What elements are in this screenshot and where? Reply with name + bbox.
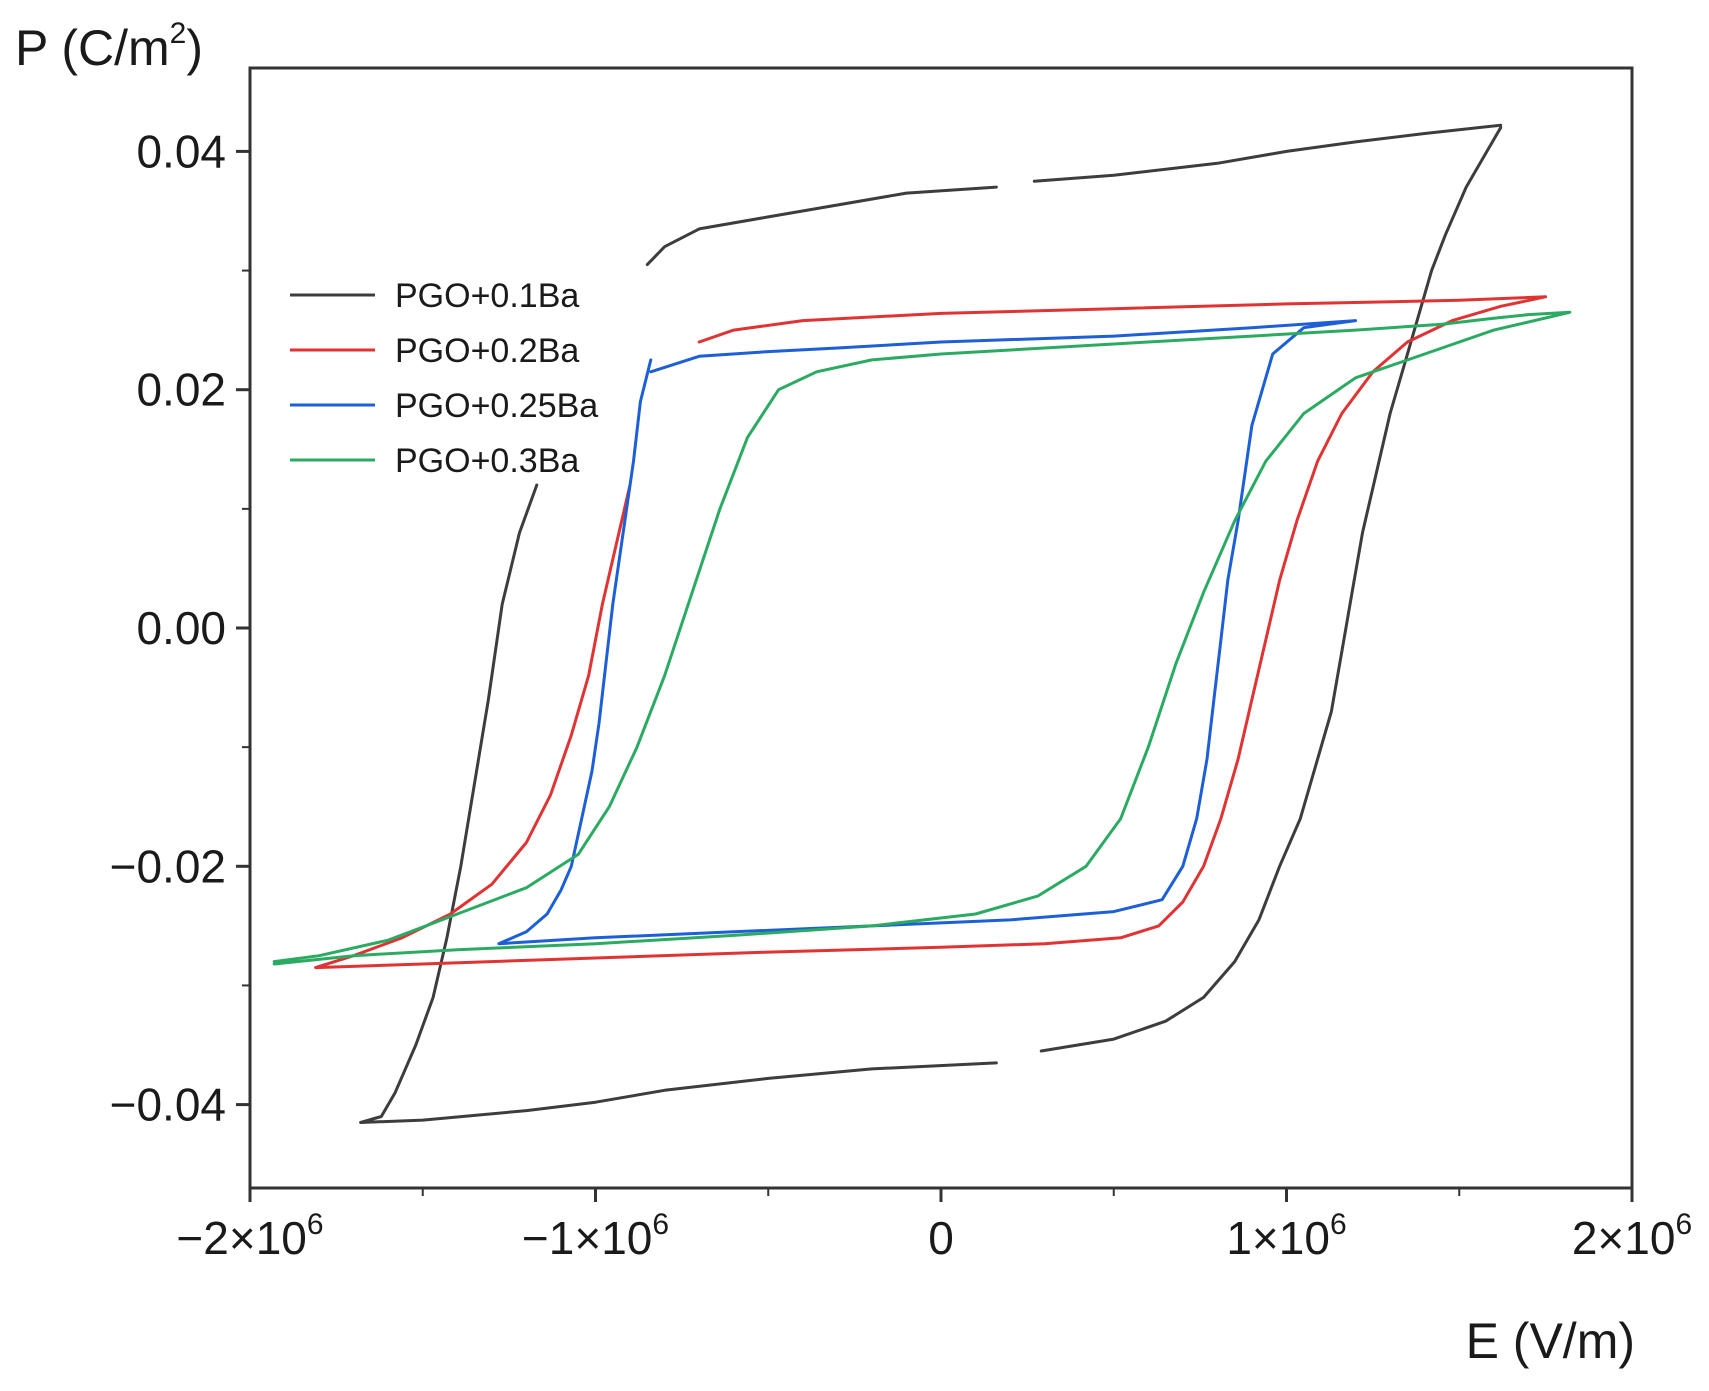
- series-line-pgo-0-1ba: [359, 483, 998, 1124]
- legend: PGO+0.1Ba PGO+0.2Ba PGO+0.25Ba PGO+0.3Ba: [290, 277, 598, 480]
- series-line-pgo-0-1ba: [1032, 123, 1503, 183]
- x-tick-label-base: −2×10: [176, 1212, 306, 1264]
- series-line-pgo-0-25ba: [497, 319, 1358, 946]
- series-line-pgo-0-2ba: [314, 295, 1548, 970]
- series-line-pgo-0-1ba: [645, 185, 998, 267]
- x-tick-label-exponent: 6: [652, 1208, 669, 1241]
- x-tick-label-exponent: 6: [307, 1208, 324, 1241]
- legend-label: PGO+0.3Ba: [395, 442, 579, 480]
- y-tick-label: −0.02: [110, 840, 226, 892]
- x-tick-label-exponent: 6: [1330, 1208, 1347, 1241]
- legend-label: PGO+0.2Ba: [395, 332, 579, 370]
- y-tick-label: −0.04: [110, 1079, 226, 1131]
- x-tick-label-base: 1×10: [1226, 1212, 1330, 1264]
- x-tick-label: −1×106: [522, 1208, 669, 1264]
- series-line-pgo-0-1ba: [1039, 126, 1503, 1053]
- series-line-pgo-0-3ba: [272, 310, 1572, 966]
- y-tick-label: 0.04: [136, 125, 226, 177]
- x-tick-label-base: 2×10: [1572, 1212, 1676, 1264]
- tick-labels: −2×106 −1×106 0 1×106 2×1060.040.020.00−0.02…: [110, 125, 1693, 1264]
- x-tick-label-base: 0: [928, 1212, 954, 1264]
- x-tick-label: −2×106: [176, 1208, 323, 1264]
- series-layer: [272, 123, 1572, 1124]
- x-tick-label: 2×106: [1572, 1208, 1692, 1264]
- x-tick-label-base: −1×10: [522, 1212, 652, 1264]
- y-axis-title: P (C/m2): [15, 17, 203, 76]
- legend-label: PGO+0.1Ba: [395, 277, 579, 315]
- x-tick-label: 0: [928, 1212, 954, 1264]
- legend-label: PGO+0.25Ba: [395, 387, 598, 425]
- plot-frame: [248, 66, 1634, 1190]
- y-tick-label: 0.02: [136, 364, 226, 416]
- y-tick-label: 0.00: [136, 602, 226, 654]
- x-tick-label: 1×106: [1226, 1208, 1346, 1264]
- x-tick-label-exponent: 6: [1675, 1208, 1692, 1241]
- x-axis-title: E (V/m): [1466, 1313, 1635, 1369]
